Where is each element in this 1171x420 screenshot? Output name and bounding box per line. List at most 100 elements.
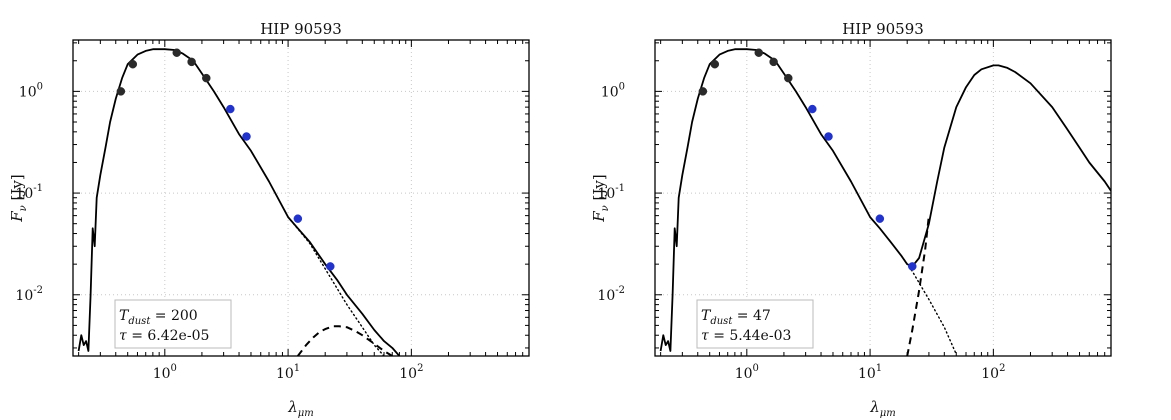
- legend-tdust-symbol: T: [119, 308, 130, 324]
- x-tick-label: 102: [399, 363, 423, 382]
- x-tick-exponent: 2: [999, 363, 1005, 374]
- x-axis-label: λμm: [869, 398, 896, 419]
- legend-tdust-symbol: T: [701, 308, 712, 324]
- legend-tdust-value: = 200: [150, 308, 197, 324]
- x-tick-base: 10: [399, 366, 417, 382]
- y-tick-exponent: 0: [37, 81, 43, 92]
- y-axis-label-sub: ν: [600, 205, 611, 211]
- ticks: [655, 40, 1112, 356]
- legend-tdust-sub: dust: [710, 316, 733, 327]
- y-tick-exponent: -2: [33, 285, 43, 296]
- y-axis-label-main: F: [8, 211, 26, 223]
- y-tick-base: 10: [597, 288, 615, 304]
- x-tick-exponent: 0: [753, 363, 759, 374]
- legend-tau-symbol: τ: [119, 328, 127, 344]
- grid: [655, 40, 1111, 356]
- y-tick-exponent: -2: [615, 285, 625, 296]
- x-tick-exponent: 1: [876, 363, 882, 374]
- series-dashed-line: [297, 325, 393, 356]
- y-tick-base: 10: [597, 186, 615, 202]
- y-tick-exponent: 0: [619, 81, 625, 92]
- y-tick-base: 10: [19, 84, 37, 100]
- chart-title: HIP 90593: [842, 20, 924, 38]
- legend-tau: τ = 5.44e-03: [701, 328, 791, 344]
- x-tick-exponent: 1: [294, 363, 300, 374]
- data-point: [202, 73, 211, 83]
- data-point: [128, 59, 138, 69]
- x-axis-label-sub: μm: [298, 408, 314, 419]
- y-axis-label: Fν [Jy]: [590, 174, 611, 222]
- legend-box: [114, 299, 232, 349]
- data-point: [172, 48, 182, 57]
- x-tick-label: 101: [276, 363, 300, 382]
- y-tick-label: 100: [19, 81, 43, 100]
- y-tick-exponent: -1: [33, 183, 43, 194]
- data-point: [754, 48, 764, 57]
- x-tick-exponent: 2: [417, 363, 423, 374]
- data-point: [698, 87, 708, 96]
- ticks: [73, 40, 530, 356]
- data-point: [326, 262, 335, 271]
- y-tick-label: 10-1: [15, 183, 43, 202]
- y-tick-exponent: -1: [615, 183, 625, 194]
- y-axis-label: Fν [Jy]: [8, 174, 29, 222]
- x-axis-label-sub: μm: [880, 408, 896, 419]
- x-axis-label-main: λ: [287, 398, 298, 416]
- series-solid-line: [77, 48, 401, 356]
- y-axis-label-sub: ν: [18, 205, 29, 211]
- chart-title: HIP 90593: [260, 20, 342, 38]
- legend-tau-value: = 6.42e-05: [127, 328, 210, 344]
- y-tick-label: 10-2: [15, 285, 43, 304]
- data-points: [698, 48, 917, 271]
- grid: [73, 40, 529, 356]
- legend-tau-symbol: τ: [701, 328, 709, 344]
- data-point: [226, 104, 235, 114]
- y-tick-label: 10-1: [597, 183, 625, 202]
- data-points: [116, 48, 335, 271]
- data-point: [710, 59, 720, 69]
- data-point: [875, 214, 885, 223]
- x-tick-base: 10: [276, 366, 294, 382]
- legend-tdust-sub: dust: [128, 316, 151, 327]
- data-point: [242, 132, 251, 141]
- x-tick-exponent: 0: [171, 363, 177, 374]
- x-tick-label: 100: [153, 363, 177, 382]
- y-tick-base: 10: [15, 186, 33, 202]
- data-point: [187, 57, 196, 67]
- legend-box: [696, 299, 814, 349]
- x-tick-base: 10: [735, 366, 753, 382]
- legend-tau: τ = 6.42e-05: [119, 328, 209, 344]
- data-point: [808, 104, 817, 114]
- x-tick-base: 10: [858, 366, 876, 382]
- x-tick-label: 102: [981, 363, 1005, 382]
- data-point: [293, 214, 303, 223]
- series-group: [77, 48, 401, 356]
- data-point: [769, 57, 778, 67]
- data-point: [784, 73, 793, 83]
- y-tick-label: 10-2: [597, 285, 625, 304]
- series-dotted-line: [287, 216, 385, 356]
- legend-tdust: Tdust = 47: [701, 308, 771, 327]
- legend-tdust: Tdust = 200: [119, 308, 198, 327]
- legend-tdust-value: = 47: [732, 308, 770, 324]
- x-tick-label: 100: [735, 363, 759, 382]
- y-axis-label-unit: [Jy]: [8, 174, 26, 205]
- legend-tau-value: = 5.44e-03: [709, 328, 792, 344]
- series-solid-line: [659, 48, 1111, 352]
- data-point: [116, 87, 126, 96]
- x-axis-label-main: λ: [869, 398, 880, 416]
- x-tick-base: 10: [153, 366, 171, 382]
- y-axis-label-unit: [Jy]: [590, 174, 608, 205]
- series-dashed-line: [906, 215, 930, 356]
- y-axis-label-main: F: [590, 211, 608, 223]
- x-tick-label: 101: [858, 363, 882, 382]
- x-tick-base: 10: [981, 366, 999, 382]
- x-axis-label: λμm: [287, 398, 314, 419]
- data-point: [824, 132, 833, 141]
- y-tick-base: 10: [601, 84, 619, 100]
- y-tick-base: 10: [15, 288, 33, 304]
- data-point: [908, 262, 917, 271]
